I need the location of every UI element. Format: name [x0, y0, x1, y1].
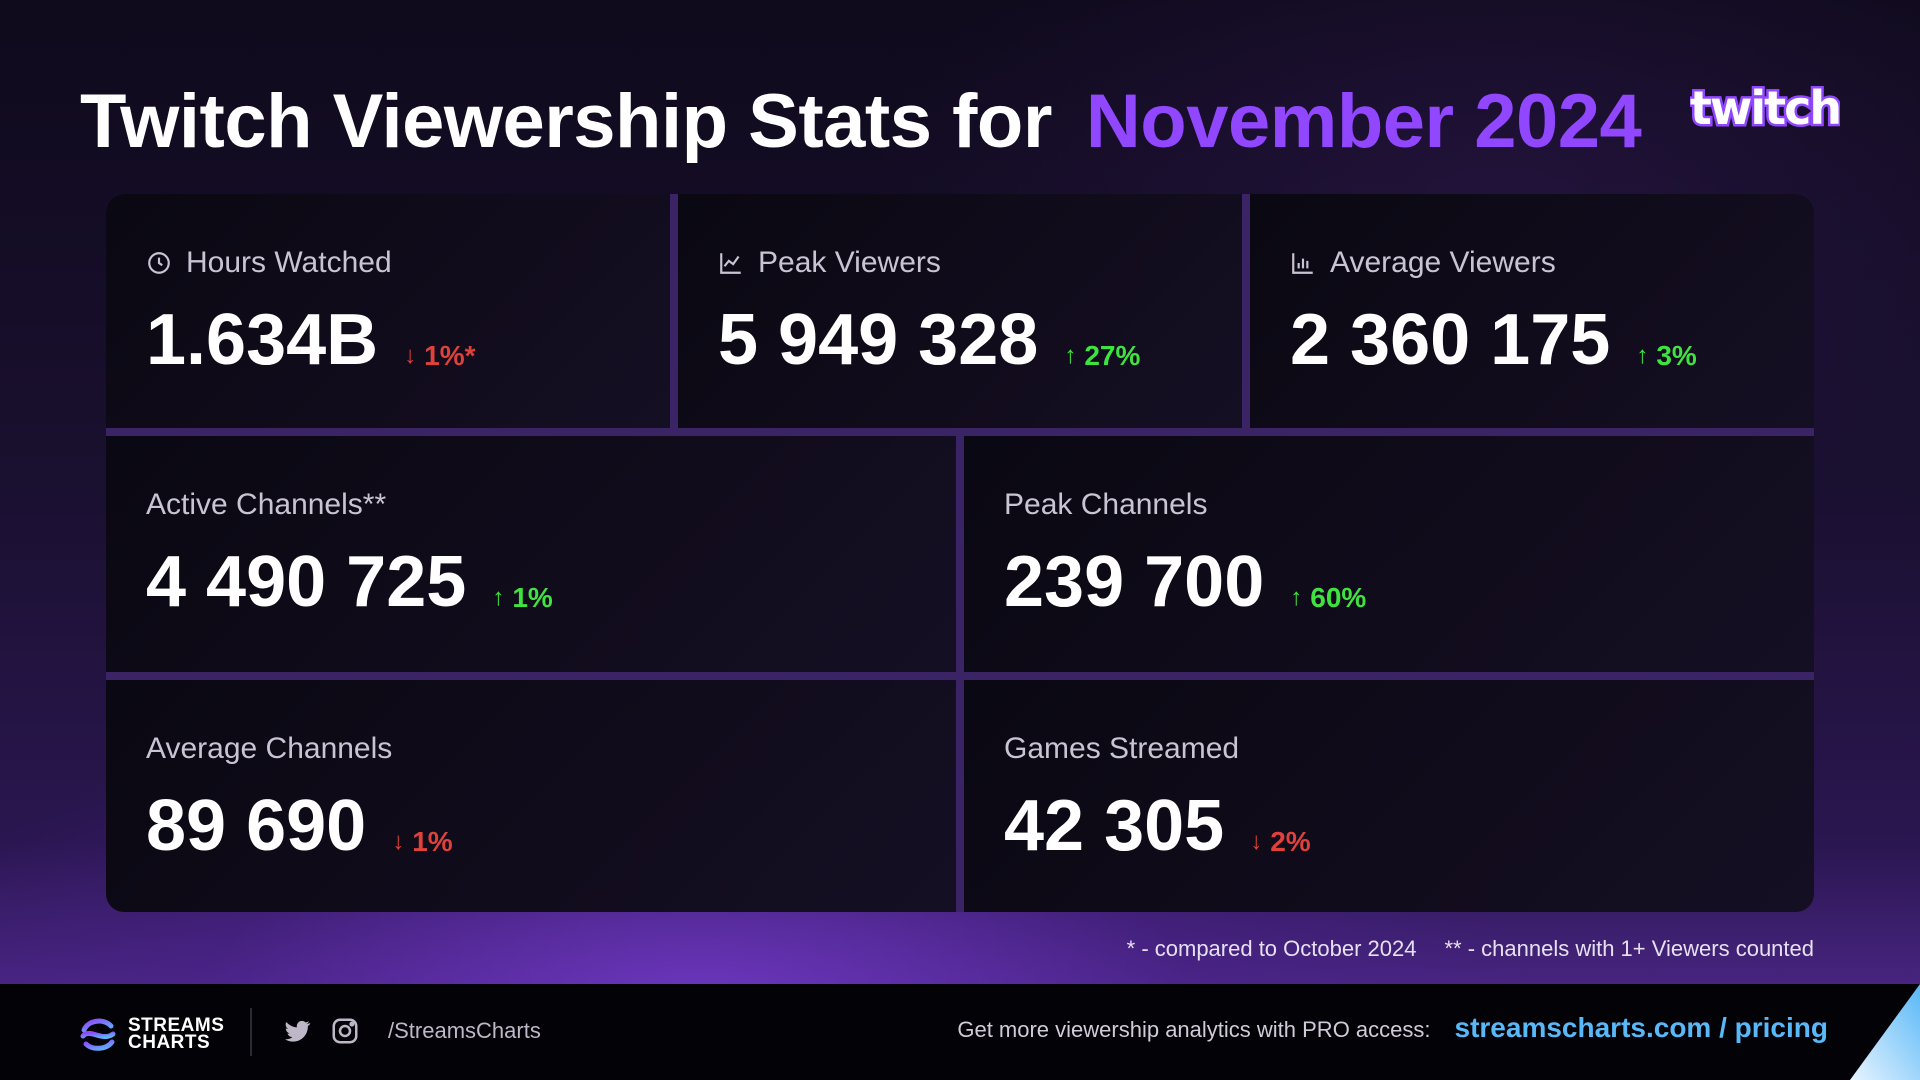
card-label: Average Channels: [146, 732, 393, 765]
social-handle[interactable]: /StreamsCharts: [388, 1018, 541, 1043]
pro-cta: Get more viewership analytics with PRO a…: [957, 1012, 1828, 1044]
arrow-down-icon: ↓: [404, 342, 417, 369]
corner-decoration: [1850, 984, 1920, 1080]
footer-divider: [250, 1008, 252, 1056]
arrow-up-icon: ↑: [1064, 342, 1077, 369]
stat-value: 239 700: [1004, 542, 1265, 622]
card-label: Peak Viewers: [718, 246, 941, 280]
card-average-viewers: Average Viewers 2 360 175 ↑ 3%: [1250, 194, 1814, 428]
card-average-channels: Average Channels 89 690 ↓ 1%: [106, 680, 956, 912]
arrow-down-icon: ↓: [1250, 828, 1263, 855]
card-label: Active Channels**: [146, 488, 387, 521]
instagram-icon[interactable]: [330, 1016, 360, 1046]
card-peak-viewers: Peak Viewers 5 949 328 ↑ 27%: [678, 194, 1242, 428]
card-active-channels: Active Channels** 4 490 725 ↑ 1%: [106, 436, 956, 672]
arrow-up-icon: ↑: [1290, 584, 1303, 611]
card-peak-channels: Peak Channels 239 700 ↑ 60%: [964, 436, 1814, 672]
twitch-logo: twitch: [1687, 79, 1844, 138]
chart-bar-icon: [1292, 253, 1313, 274]
delta-badge: ↑ 1%: [492, 582, 553, 613]
card-label: Peak Channels: [1004, 488, 1208, 521]
stat-value: 4 490 725: [146, 542, 467, 622]
arrow-up-icon: ↑: [492, 584, 505, 611]
delta-badge: ↓ 1%*: [404, 340, 476, 371]
footnote-channels: ** - channels with 1+ Viewers counted: [1444, 936, 1814, 961]
cta-text: Get more viewership analytics with PRO a…: [957, 1017, 1431, 1042]
card-label: Hours Watched: [146, 246, 392, 280]
card-games-streamed: Games Streamed 42 305 ↓ 2%: [964, 680, 1814, 912]
stat-value: 1.634B: [146, 300, 379, 380]
stat-value: 89 690: [146, 786, 367, 866]
social-links: /StreamsCharts: [282, 1016, 541, 1046]
card-hours-watched: Hours Watched 1.634B ↓ 1%*: [106, 194, 670, 428]
arrow-up-icon: ↑: [1636, 342, 1649, 369]
header: Twitch Viewership Stats for November 202…: [80, 66, 1642, 176]
stat-value: 5 949 328: [718, 300, 1039, 380]
streamscharts-logo-icon: [80, 1018, 116, 1051]
brand-line-1: STREAMS: [128, 1015, 225, 1036]
stat-value: 2 360 175: [1290, 300, 1611, 380]
page-period: November 2024: [1085, 78, 1642, 164]
pricing-link[interactable]: streamscharts.com / pricing: [1454, 1012, 1828, 1043]
delta-badge: ↓ 1%: [392, 826, 453, 857]
twitch-logo-text: twitch: [1690, 81, 1840, 135]
chart-line-icon: [720, 253, 741, 274]
twitter-icon[interactable]: [282, 1016, 312, 1046]
footer: STREAMS CHARTS /StreamsCharts Get more v…: [0, 984, 1920, 1080]
card-label: Average Viewers: [1290, 246, 1556, 280]
arrow-down-icon: ↓: [392, 828, 405, 855]
delta-badge: ↑ 27%: [1064, 340, 1141, 371]
delta-badge: ↑ 3%: [1636, 340, 1697, 371]
card-label: Games Streamed: [1004, 732, 1240, 765]
stat-value: 42 305: [1004, 786, 1225, 866]
clock-icon: [148, 252, 170, 274]
delta-badge: ↓ 2%: [1250, 826, 1311, 857]
brand-line-2: CHARTS: [128, 1032, 211, 1053]
delta-badge: ↑ 60%: [1290, 582, 1367, 613]
footnotes: * - compared to October 2024 ** - channe…: [1127, 936, 1814, 962]
stats-grid: Hours Watched 1.634B ↓ 1%* Peak Viewers …: [106, 194, 1814, 912]
page-title: Twitch Viewership Stats for: [80, 78, 1052, 164]
streamscharts-brand[interactable]: STREAMS CHARTS: [78, 1014, 224, 1054]
footnote-compared: * - compared to October 2024: [1126, 936, 1417, 961]
